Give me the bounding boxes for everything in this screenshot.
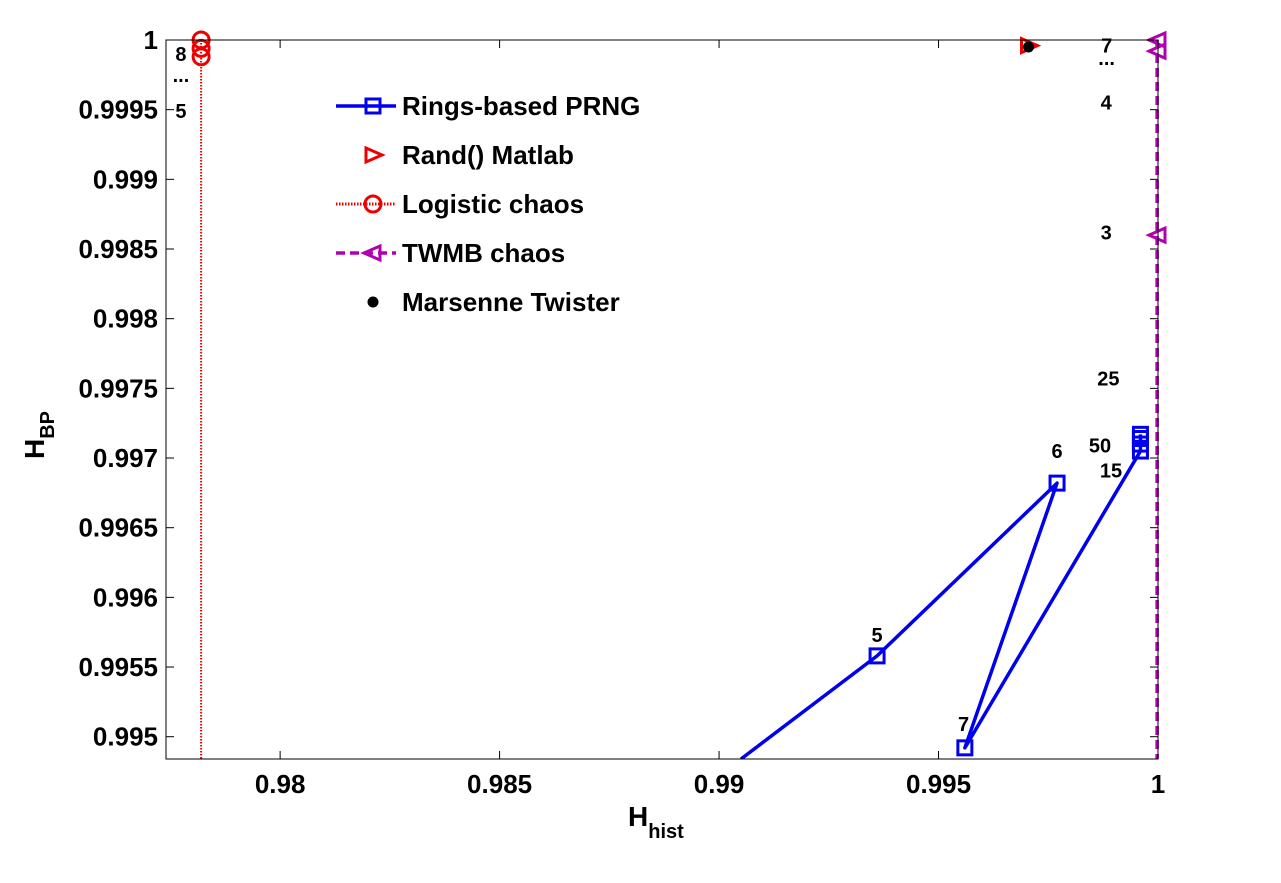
series-point [1023, 41, 1035, 53]
point-annotation: 6 [1051, 441, 1062, 463]
series-point [191, 47, 211, 67]
axes: 0.98 0.985 0.99 0.995 1 0.995 0.9955 0.996 0.996… [78, 25, 1165, 799]
point-annotation: ... [1098, 48, 1115, 70]
series-rings-based-prng [739, 425, 1149, 759]
legend-item: Marsenne Twister [367, 287, 620, 317]
legend-label: Logistic chaos [402, 189, 584, 219]
legend-swatch-marker [364, 145, 386, 165]
x-tick-label: 0.985 [467, 769, 532, 799]
point-annotation: 7 [1101, 36, 1112, 58]
legend-label: Marsenne Twister [402, 287, 620, 317]
series-point [868, 647, 886, 665]
legend-label: Rings-based PRNG [402, 91, 640, 121]
x-tick-label: 0.98 [255, 769, 306, 799]
legend: Rings-based PRNG Rand() Matlab Logistic ch… [336, 91, 640, 317]
legend-label: TWMB chaos [402, 238, 565, 268]
point-annotation: 8 [175, 44, 186, 66]
legend-swatch-marker [363, 194, 383, 214]
y-tick-label: 0.9995 [78, 95, 158, 125]
series-marsenne-twister [1023, 41, 1035, 53]
x-tick-label: 1 [1151, 769, 1165, 799]
point-annotation: 50 [1089, 435, 1111, 457]
plot-content [191, 30, 1167, 759]
series-point [1145, 225, 1167, 245]
series-layer [191, 30, 1167, 759]
legend-label: Rand() Matlab [402, 140, 574, 170]
point-annotation: 5 [175, 101, 186, 123]
point-annotation: 25 [1097, 369, 1119, 391]
legend-swatch-marker [367, 296, 379, 308]
y-tick-label: 0.995 [93, 722, 158, 752]
y-tick-label: 0.9965 [78, 513, 158, 543]
series-line [739, 434, 1143, 759]
y-axis-label: HBP [19, 411, 59, 459]
series-point [1131, 425, 1149, 443]
legend-item: Rings-based PRNG [336, 91, 640, 121]
y-tick-label: 0.9975 [78, 373, 158, 403]
y-tick-label: 0.9955 [78, 652, 158, 682]
y-tick-label: 0.999 [93, 164, 158, 194]
point-annotation: 3 [1101, 222, 1112, 244]
axes-box [165, 39, 1159, 760]
x-tick-label: 0.995 [906, 769, 971, 799]
point-annotation: 5 [872, 625, 883, 647]
point-annotation: 15 [1100, 461, 1122, 483]
series-point [1145, 41, 1167, 61]
x-axis-label: Hhist [628, 801, 684, 843]
point-annotation: 4 [1101, 93, 1113, 115]
series-point [1145, 30, 1167, 50]
y-tick-label: 0.998 [93, 304, 158, 334]
legend-item: TWMB chaos [336, 238, 565, 268]
series-twmb-chaos [1145, 30, 1167, 759]
annotations: 5 6 7 25 50 15 3 7... 4 8... 5 [173, 36, 1123, 737]
x-tick-label: 0.99 [694, 769, 745, 799]
y-tick-label: 0.996 [93, 582, 158, 612]
point-annotation: 7 [958, 714, 969, 736]
legend-swatch-marker [364, 97, 382, 115]
legend-item: Logistic chaos [336, 189, 584, 219]
series-point [1048, 474, 1066, 492]
y-tick-label: 0.9985 [78, 234, 158, 264]
series-point [956, 739, 974, 757]
legend-swatch-marker [360, 243, 382, 263]
y-tick-label: 1 [144, 25, 158, 55]
y-axis-label-group: HBP [19, 411, 59, 459]
y-tick-label: 0.997 [93, 443, 158, 473]
legend-item: Rand() Matlab [364, 140, 574, 170]
point-annotation: ... [173, 65, 190, 87]
